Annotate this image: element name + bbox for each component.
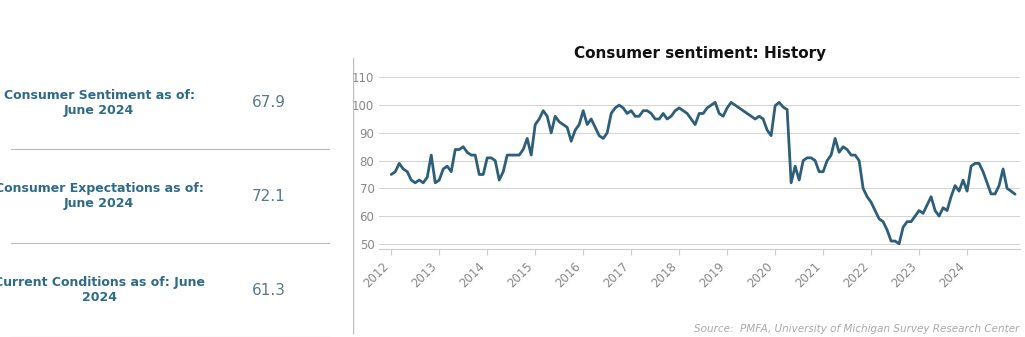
Text: 61.3: 61.3: [252, 283, 286, 298]
Text: 72.1: 72.1: [252, 189, 286, 204]
Text: 67.9: 67.9: [252, 95, 286, 110]
Title: Consumer sentiment: History: Consumer sentiment: History: [574, 46, 825, 61]
Text: Source:  PMFA, University of Michigan Survey Research Center: Source: PMFA, University of Michigan Sur…: [695, 324, 1020, 334]
Text: Consumer Expectations as of:
June 2024: Consumer Expectations as of: June 2024: [0, 182, 203, 210]
Text: Consumer Sentiment as of:
June 2024: Consumer Sentiment as of: June 2024: [3, 89, 195, 117]
Text: UNIVERSITY OF MICHIGAN CONSUMER SENTIMENT: UNIVERSITY OF MICHIGAN CONSUMER SENTIMEN…: [228, 18, 797, 37]
Text: Current Conditions as of: June
2024: Current Conditions as of: June 2024: [0, 276, 205, 304]
